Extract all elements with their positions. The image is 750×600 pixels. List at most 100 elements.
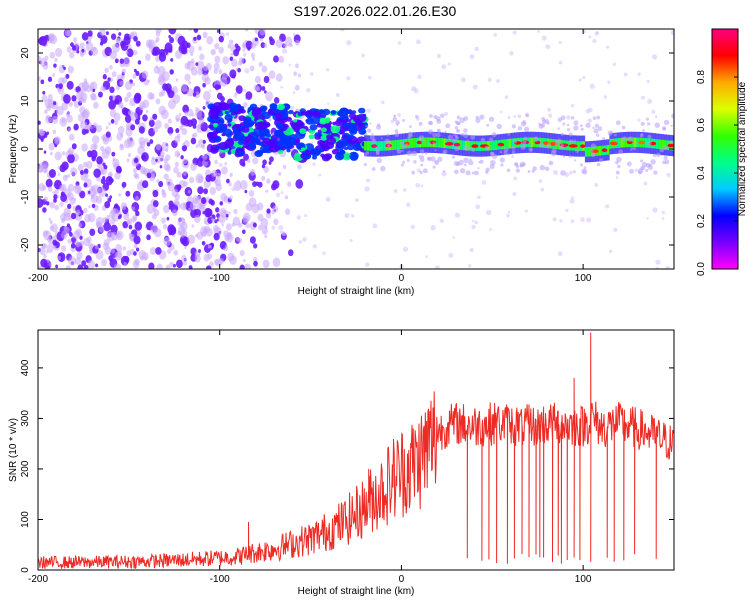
noise-blob	[105, 31, 109, 36]
noise-blob	[103, 221, 111, 232]
signal-blob	[224, 114, 233, 121]
noise-blob	[269, 156, 274, 163]
signal-fringe	[471, 171, 475, 175]
signal-band-core	[459, 140, 463, 150]
noise-blob	[218, 35, 224, 43]
noise-blob	[116, 250, 123, 259]
noise-blob	[273, 55, 279, 63]
noise-dot	[219, 260, 223, 264]
noise-blob	[213, 232, 220, 241]
noise-dot	[346, 40, 352, 46]
signal-fringe	[573, 125, 579, 131]
noise-blob	[172, 263, 176, 268]
noise-blob	[214, 55, 221, 64]
snr-y-ticks: 0 100 200 300 400	[20, 359, 674, 573]
noise-blob	[71, 143, 77, 150]
noise-blob	[122, 57, 131, 68]
noise-blob	[248, 190, 255, 197]
noise-blob	[261, 164, 266, 169]
noise-blob	[134, 195, 139, 201]
noise-blob	[123, 35, 131, 46]
noise-blob	[75, 242, 81, 248]
signal-blob	[265, 133, 272, 138]
noise-blob	[90, 193, 99, 204]
noise-blob	[79, 52, 84, 57]
noise-blob	[44, 55, 49, 61]
signal-blob	[349, 154, 355, 159]
noise-blob	[46, 131, 50, 135]
signal-blob	[243, 119, 255, 128]
noise-blob	[127, 153, 132, 158]
signal-band-core	[380, 141, 384, 151]
noise-blob	[224, 162, 227, 166]
noise-blob	[83, 168, 89, 175]
noise-dot	[587, 118, 593, 123]
noise-blob	[77, 163, 84, 172]
signal-blob	[212, 122, 219, 128]
noise-blob	[83, 182, 88, 188]
noise-dot	[637, 118, 641, 122]
noise-blob	[215, 172, 222, 180]
noise-blob	[189, 200, 198, 210]
noise-blob	[244, 189, 248, 194]
noise-blob	[273, 218, 279, 226]
signal-fringe	[569, 139, 574, 144]
noise-blob	[221, 72, 228, 80]
noise-dot	[361, 53, 365, 58]
noise-blob	[232, 216, 241, 226]
signal-fringe	[435, 132, 441, 138]
noise-blob	[105, 176, 113, 186]
signal-fringe	[396, 123, 399, 126]
noise-blob	[215, 207, 220, 213]
noise-blob	[184, 245, 187, 249]
signal-fringe	[392, 116, 397, 122]
noise-blob	[177, 35, 186, 46]
noise-blob	[144, 53, 151, 61]
noise-blob	[48, 262, 52, 267]
noise-blob	[243, 153, 249, 161]
noise-blob	[216, 29, 220, 33]
noise-blob	[197, 68, 204, 76]
noise-blob	[42, 62, 49, 70]
noise-blob	[65, 265, 71, 269]
signal-fringe	[419, 157, 425, 162]
noise-blob	[186, 88, 194, 97]
noise-blob	[167, 248, 172, 254]
noise-dot	[565, 208, 569, 213]
noise-dot	[233, 94, 238, 99]
noise-blob	[207, 253, 213, 260]
noise-blob	[47, 76, 53, 82]
noise-blob	[231, 74, 236, 79]
noise-blob	[287, 181, 292, 187]
noise-blob	[223, 230, 229, 238]
noise-blob	[261, 175, 266, 181]
noise-dot	[410, 224, 416, 230]
signal-fringe	[463, 133, 469, 139]
signal-fringe	[656, 152, 661, 158]
signal-fringe	[432, 141, 436, 145]
noise-blob	[264, 234, 268, 239]
signal-band-core	[505, 139, 509, 149]
noise-blob	[175, 78, 179, 82]
signal-fringe	[507, 132, 511, 136]
signal-fringe	[645, 117, 650, 121]
noise-blob	[169, 261, 174, 268]
signal-band-core	[396, 139, 400, 150]
noise-blob	[268, 36, 273, 42]
noise-blob	[295, 179, 304, 189]
noise-dot	[318, 173, 322, 177]
noise-blob	[180, 155, 184, 160]
noise-blob	[293, 71, 297, 76]
noise-blob	[40, 138, 44, 142]
signal-fringe	[506, 168, 511, 173]
noise-blob	[98, 91, 103, 98]
noise-dot	[666, 172, 671, 177]
noise-blob	[275, 73, 283, 82]
noise-dot	[397, 41, 402, 45]
noise-blob	[92, 101, 99, 109]
noise-blob	[39, 35, 48, 46]
signal-fringe	[514, 162, 518, 166]
noise-blob	[69, 51, 75, 59]
noise-blob	[193, 132, 198, 138]
